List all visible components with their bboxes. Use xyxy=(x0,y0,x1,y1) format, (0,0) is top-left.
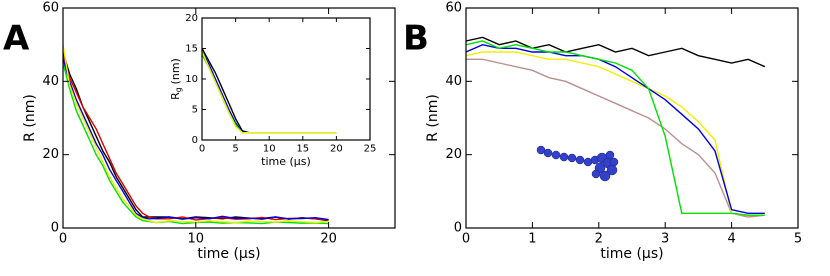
polymer-blob xyxy=(536,145,619,182)
y-tick-label: 0 xyxy=(192,135,198,146)
y-axis-label-part: g xyxy=(174,87,183,92)
series-line xyxy=(465,43,765,215)
y-tick-label: 40 xyxy=(42,74,59,89)
y-tick-label: 20 xyxy=(185,13,198,24)
y-axis-label-part: R xyxy=(169,92,182,100)
x-tick-label: 20 xyxy=(320,232,337,247)
y-axis-label: Rg (nm) xyxy=(169,58,183,100)
x-tick-label: 10 xyxy=(263,144,276,155)
panel-label: B xyxy=(403,19,429,59)
y-axis-label: R (nm) xyxy=(22,94,38,142)
panel-label: A xyxy=(3,19,30,59)
y-tick-label: 60 xyxy=(445,1,462,16)
x-tick-label: 0 xyxy=(462,232,470,247)
x-tick-label: 4 xyxy=(727,232,735,247)
x-tick-label: 0 xyxy=(59,232,67,247)
x-tick-label: 15 xyxy=(296,144,309,155)
x-tick-label: 25 xyxy=(364,144,377,155)
series-line xyxy=(465,36,766,68)
y-axis-label-part: R (nm) xyxy=(425,94,441,142)
y-axis-label-part: (nm) xyxy=(169,58,182,84)
series-line xyxy=(201,51,337,134)
plot-frame xyxy=(465,7,799,229)
plot-background xyxy=(466,8,798,228)
series-line xyxy=(62,59,329,221)
y-tick-label: 0 xyxy=(51,221,59,236)
y-tick-label: 15 xyxy=(185,44,198,55)
x-axis-label: time (μs) xyxy=(600,246,663,262)
y-tick-label: 40 xyxy=(445,74,462,89)
series-line xyxy=(466,58,765,218)
y-axis-label-part: R (nm) xyxy=(22,94,38,142)
panel: 0 1 2 3 4 5 0 20 40 60 time (μs) R (nm) xyxy=(425,1,802,263)
y-tick-label: 0 xyxy=(454,221,462,236)
series-line xyxy=(465,40,765,216)
plot-background xyxy=(202,18,370,140)
x-tick-label: 5 xyxy=(232,144,238,155)
panel: 0 5 10 15 20 25 0 5 10 15 20 time (μs) Rg (nm) xyxy=(169,13,376,168)
plot-frame xyxy=(62,7,396,229)
y-tick-label: 20 xyxy=(445,147,462,162)
y-axis-label: R (nm) xyxy=(425,94,441,142)
x-tick-label: 0 xyxy=(199,144,205,155)
y-tick-label: 60 xyxy=(42,1,59,16)
y-tick-label: 5 xyxy=(192,105,198,116)
x-tick-label: 3 xyxy=(661,232,669,247)
x-axis-label: time (μs) xyxy=(197,246,260,262)
y-tick-label: 10 xyxy=(185,74,198,85)
x-tick-label: 10 xyxy=(188,232,205,247)
x-tick-label: 20 xyxy=(330,144,343,155)
series-line xyxy=(465,51,765,216)
x-tick-label: 2 xyxy=(595,232,603,247)
x-tick-label: 5 xyxy=(794,232,802,247)
series-line xyxy=(62,44,329,224)
x-axis-label: time (μs) xyxy=(261,155,311,168)
y-tick-label: 20 xyxy=(42,147,59,162)
x-tick-label: 1 xyxy=(528,232,536,247)
